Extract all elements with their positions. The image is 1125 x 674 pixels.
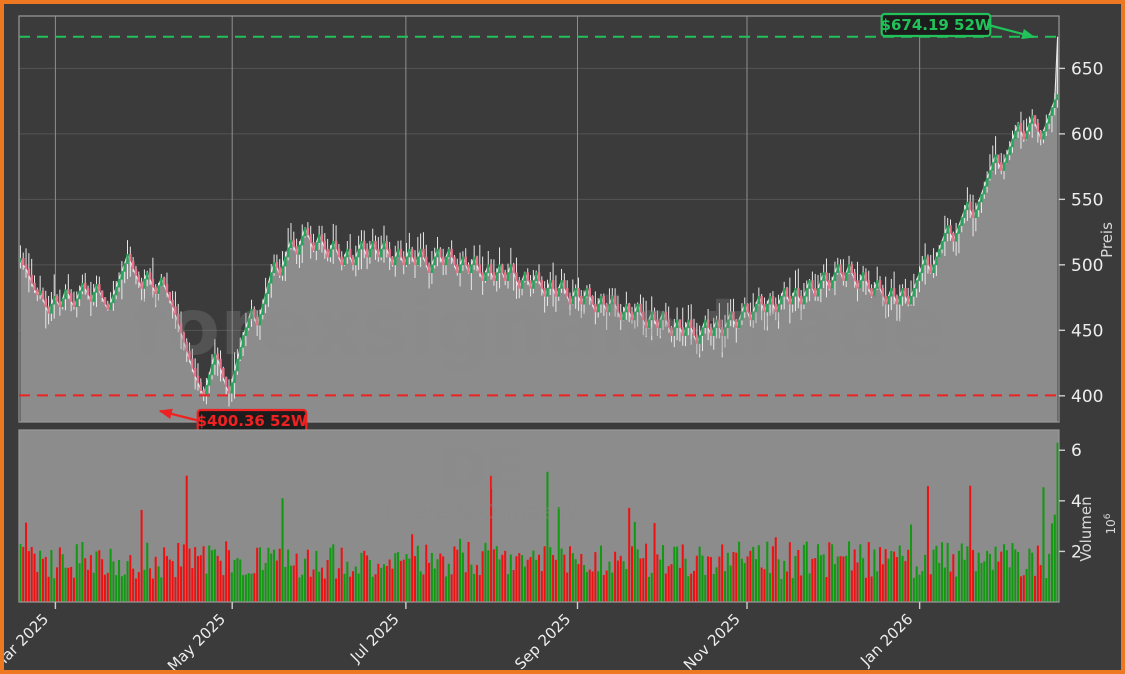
price-tick-label: 650 — [1071, 59, 1103, 79]
high-52w-label-box — [880, 12, 992, 38]
volume-panel: DE Deere & Company 2 4 6 Volumen 106 — [18, 429, 1118, 603]
volume-bar-series — [19, 442, 1059, 602]
high-52w-group: $674.19 52W — [19, 12, 1059, 40]
volume-tick-label: 4 — [1071, 492, 1082, 512]
volume-tick-label: 2 — [1071, 542, 1082, 562]
price-area-fill — [20, 36, 1058, 422]
low-52w-label: $400.36 52W — [197, 412, 308, 430]
volume-tick-label: 6 — [1071, 441, 1082, 461]
price-tick-label: 600 — [1071, 125, 1103, 145]
watermark-main: forexsignale.trade — [133, 283, 946, 373]
price-axis-label: Preis — [1098, 222, 1116, 258]
price-panel: forexsignale.trade 400 450 500 550 600 650 Pr… — [18, 15, 1116, 423]
chart-canvas: forexsignale.trade 400 450 500 550 600 650 Pr… — [4, 4, 1121, 670]
low-52w-arrow — [158, 408, 200, 423]
volume-exponent-label: 106 — [1103, 513, 1118, 534]
price-tick-label: 450 — [1071, 321, 1103, 341]
volume-plot-frame — [18, 429, 1060, 603]
watermark-ticker: DE — [440, 438, 525, 503]
price-tick-label: 500 — [1071, 256, 1103, 276]
price-y-axis-ticks: 400 450 500 550 600 650 — [1059, 59, 1103, 407]
price-tick-label: 550 — [1071, 190, 1103, 210]
volume-axis-label: Volumen — [1077, 496, 1095, 561]
high-52w-arrow — [988, 23, 1036, 40]
high-52w-label: $674.19 52W — [881, 16, 992, 34]
low-52w-group: $400.36 52W — [19, 394, 1059, 434]
candlestick-series — [19, 36, 1059, 407]
volume-y-axis-ticks: 2 4 6 — [1059, 441, 1082, 562]
price-plot-frame — [18, 15, 1060, 423]
price-tick-label: 400 — [1071, 387, 1103, 407]
watermark-company: Deere & Company — [386, 500, 579, 524]
